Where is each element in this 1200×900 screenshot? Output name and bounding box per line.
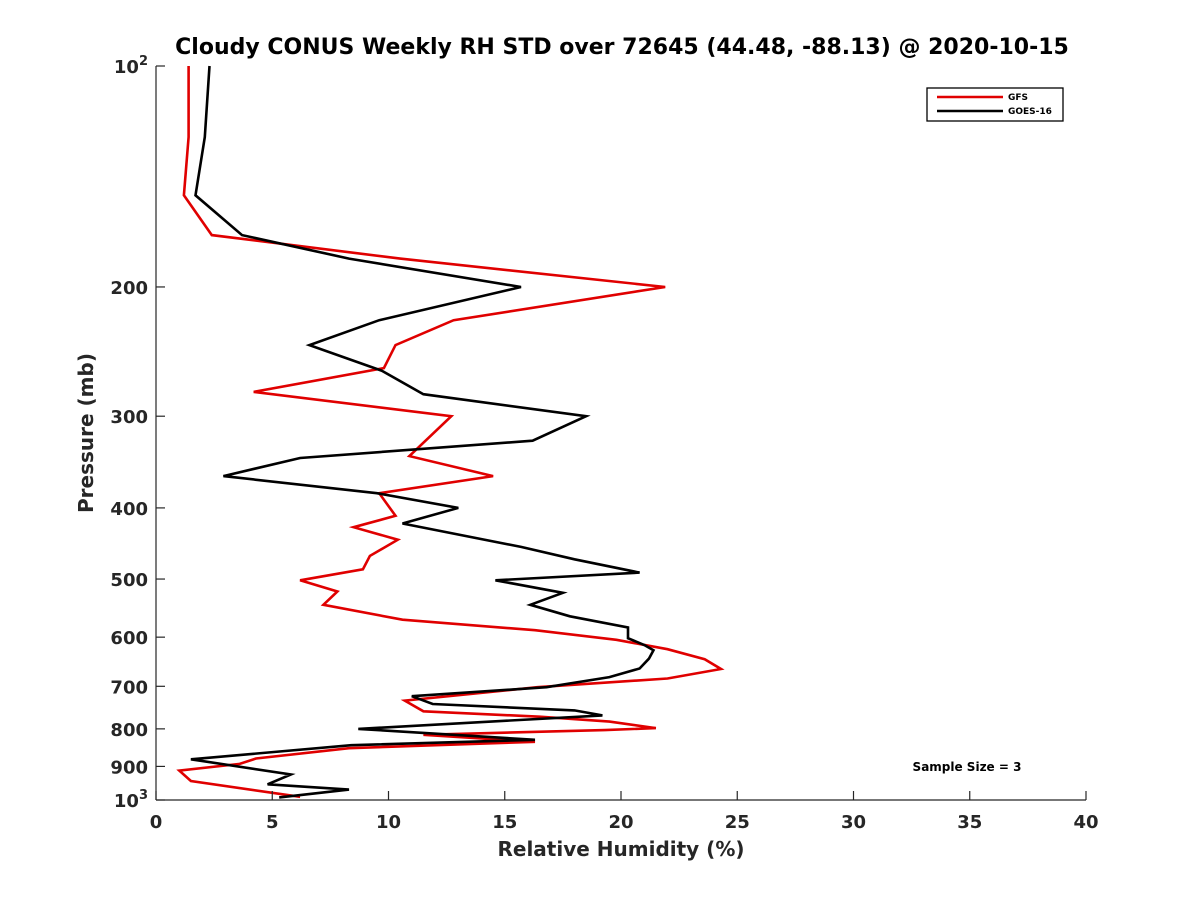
x-tick-label: 10 (376, 812, 401, 833)
y-axis-label: Pressure (mb) (74, 353, 98, 513)
y-tick-exponent: 3 (139, 788, 148, 803)
y-tick-label: 300 (110, 407, 148, 428)
x-axis-label: Relative Humidity (%) (497, 837, 744, 861)
y-tick-base: 10 (114, 791, 139, 812)
y-tick-label-power: 102 (114, 54, 148, 78)
x-tick-label: 40 (1073, 812, 1098, 833)
y-tick-label: 900 (110, 757, 148, 778)
x-axis-ticks: 0 5 10 15 20 25 30 35 40 (150, 791, 1099, 833)
legend-box (926, 87, 1064, 122)
series-line-goes16 (190, 65, 656, 799)
x-tick-label: 15 (492, 812, 517, 833)
y-tick-exponent: 2 (139, 54, 148, 69)
x-tick-label: 35 (957, 812, 982, 833)
x-tick-label: 20 (608, 812, 633, 833)
plot-lines (176, 65, 725, 799)
y-tick-label: 400 (110, 499, 148, 520)
legend-label-goes16: GOES-16 (1008, 107, 1052, 117)
y-tick-label: 700 (110, 677, 148, 698)
legend: GFS GOES-16 (926, 87, 1064, 122)
y-tick-label-power: 103 (114, 788, 148, 812)
sample-size-annotation: Sample Size = 3 (913, 760, 1022, 774)
y-tick-label: 200 (110, 278, 148, 299)
y-tick-label: 600 (110, 628, 148, 649)
y-tick-label: 800 (110, 720, 148, 741)
x-tick-label: 5 (266, 812, 279, 833)
x-tick-label: 25 (725, 812, 750, 833)
x-tick-label: 0 (150, 812, 163, 833)
y-tick-label: 500 (110, 570, 148, 591)
chart-title: Cloudy CONUS Weekly RH STD over 72645 (4… (175, 35, 1069, 60)
legend-label-gfs: GFS (1008, 93, 1028, 103)
y-tick-base: 10 (114, 57, 139, 78)
series-line-gfs (176, 66, 725, 799)
x-tick-label: 30 (841, 812, 866, 833)
